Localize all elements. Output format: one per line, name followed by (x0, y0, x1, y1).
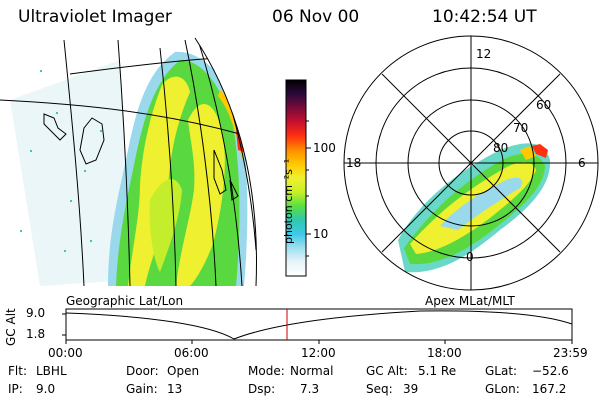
altitude-ytick-low: 1.8 (26, 327, 46, 341)
mlat-label-70: 70 (513, 121, 529, 135)
glon-value: 167.2 (532, 382, 567, 396)
time-tick-2359: 23:59 (553, 346, 588, 360)
colorbar-unit-label: photon cm⁻²s⁻¹ (282, 158, 295, 244)
gcalt-value: 5.1 Re (418, 364, 457, 378)
earth-limb (194, 37, 257, 287)
ip-label: IP: (8, 382, 23, 396)
gcalt-label: GC Alt: (366, 364, 408, 378)
time-tick-0600: 06:00 (174, 346, 209, 360)
time-tick-1200: 12:00 (301, 346, 336, 360)
mlt-label-0: 0 (466, 250, 474, 264)
glon-label: GLon: (485, 382, 520, 396)
altitude-curve (65, 310, 573, 340)
mode-value: Normal (290, 364, 334, 378)
mlat-label-80: 80 (493, 141, 509, 155)
colorbar-tick-100: 100 (313, 141, 336, 155)
polar-aurora-hot (532, 144, 548, 158)
glat-value: −52.6 (532, 364, 569, 378)
flt-label: Flt: (8, 364, 27, 378)
aurora-band-yellow-a (128, 76, 190, 286)
polar-panel (343, 35, 599, 291)
door-value: Open (167, 364, 200, 378)
time-tick-0000: 00:00 (48, 346, 83, 360)
mlt-label-12: 12 (476, 47, 492, 61)
aurora-band-lime (149, 179, 182, 272)
altitude-ytick-high: 9.0 (26, 306, 46, 320)
seq-value: 39 (403, 382, 419, 396)
aurora-band-yellow-b (176, 104, 225, 286)
time-tick-1800: 18:00 (427, 346, 462, 360)
geo-panel (0, 38, 257, 286)
mlat-label-60: 60 (536, 98, 552, 112)
gain-value: 13 (167, 382, 183, 396)
instrument-title: Ultraviolet Imager (18, 7, 172, 27)
dsp-label: Dsp: (248, 382, 276, 396)
mlt-label-6: 6 (578, 156, 586, 170)
ip-value: 9.0 (36, 382, 56, 396)
seq-label: Seq: (366, 382, 393, 396)
gain-label: Gain: (126, 382, 158, 396)
geo-coastlines (43, 113, 239, 201)
mlt-label-18: 18 (346, 156, 362, 170)
door-label: Door: (126, 364, 159, 378)
time-label: 10:42:54 UT (432, 7, 537, 27)
geo-panel-label: Geographic Lat/Lon (66, 294, 184, 308)
colorbar (285, 79, 311, 277)
polar-panel-label: Apex MLat/MLT (425, 294, 515, 308)
dsp-value: 7.3 (300, 382, 320, 396)
altitude-ylabel: GC Alt (4, 308, 18, 346)
mode-label: Mode: (248, 364, 285, 378)
glat-label: GLat: (485, 364, 518, 378)
polar-grid (343, 35, 599, 291)
polar-aurora-inner-hole (440, 177, 523, 230)
colorbar-tick-10: 10 (313, 227, 329, 241)
altitude-plot (62, 308, 573, 344)
flt-value: LBHL (36, 364, 67, 378)
date-label: 06 Nov 00 (272, 7, 360, 27)
geo-parallels (0, 57, 257, 141)
